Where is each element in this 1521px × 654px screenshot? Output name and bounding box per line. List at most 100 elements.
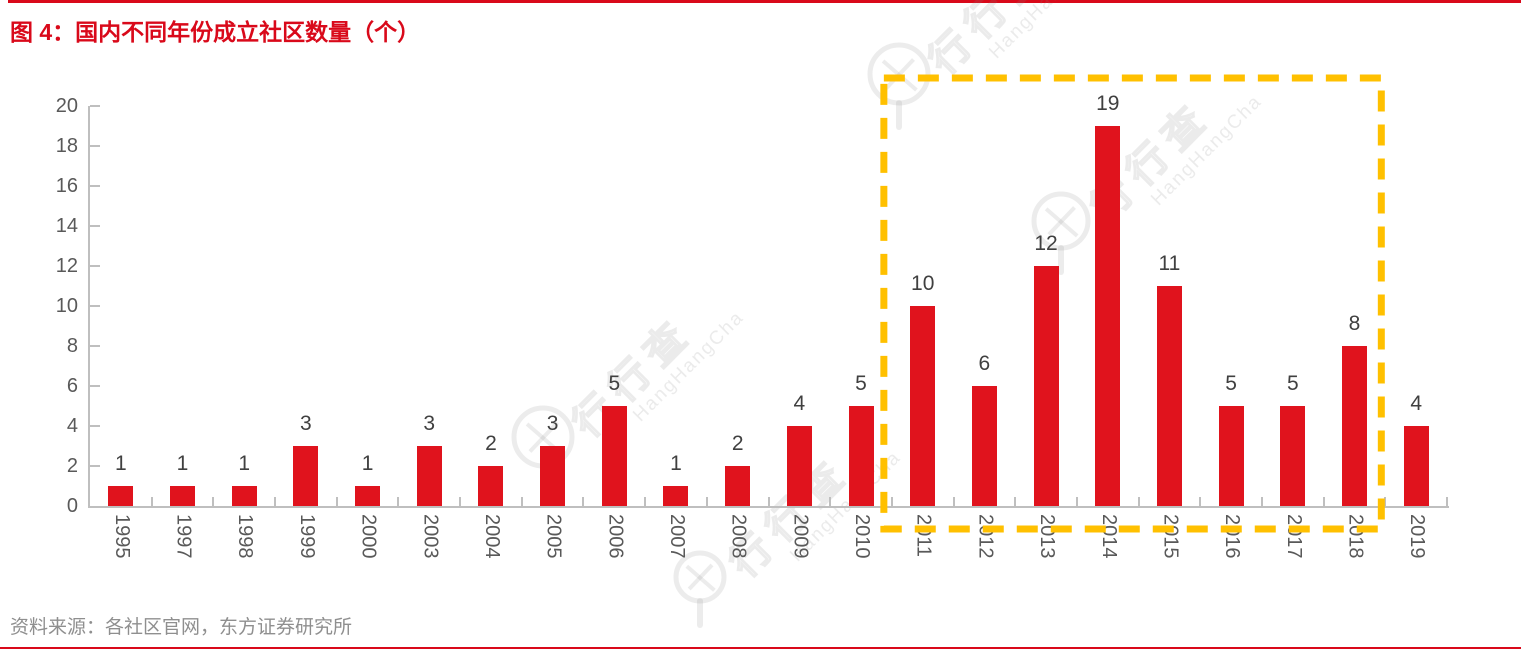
x-axis-label: 2000: [357, 514, 380, 559]
x-axis-tick: [1446, 497, 1448, 508]
bar-value-label: 19: [1096, 92, 1120, 115]
x-axis-label: 2003: [419, 514, 442, 559]
y-axis-label: 4: [66, 415, 78, 437]
x-axis-tick: [520, 497, 523, 508]
x-axis-tick: [705, 497, 708, 508]
y-axis-label: 0: [66, 495, 78, 517]
y-axis-tick: [90, 105, 100, 107]
x-axis-tick: [890, 497, 893, 508]
bar-value-label: 4: [1410, 392, 1422, 415]
x-axis-label: 2014: [1097, 514, 1120, 559]
bar-value-label: 2: [731, 432, 744, 455]
bottom-red-rule: [0, 647, 1521, 649]
bar: [478, 466, 504, 506]
top-red-rule: [8, 0, 1521, 3]
x-axis-label: 2009: [789, 514, 812, 559]
bar-value-label: 6: [978, 352, 991, 375]
bar: [540, 446, 566, 506]
y-axis-label: 10: [55, 295, 78, 317]
bar-value-label: 2: [485, 432, 497, 455]
y-axis-label: 6: [66, 375, 78, 397]
bar: [971, 386, 997, 506]
x-axis-label: 2017: [1282, 514, 1305, 559]
bar-value-label: 11: [1158, 252, 1181, 275]
bar-value-label: 3: [423, 412, 436, 435]
x-axis-tick: [952, 497, 955, 508]
x-axis-tick: [1014, 497, 1017, 508]
bar: [1341, 346, 1367, 506]
y-axis-label: 18: [55, 135, 78, 157]
bar: [108, 486, 134, 506]
bar-value-label: 1: [176, 452, 189, 475]
x-axis-tick: [397, 497, 400, 508]
chart-title: 图 4：国内不同年份成立社区数量（个）: [10, 19, 421, 45]
bar: [848, 406, 874, 506]
x-axis-label: 2011: [912, 514, 935, 558]
y-axis-tick: [90, 145, 100, 147]
x-axis-label: 2012: [974, 514, 997, 559]
x-axis-tick: [1075, 497, 1078, 508]
bar-value-label: 1: [361, 452, 374, 475]
bar: [1403, 426, 1429, 506]
bar: [416, 446, 442, 506]
bar-value-label: 5: [1225, 372, 1237, 395]
bar-value-label: 3: [300, 412, 312, 435]
x-axis-label: 2010: [851, 514, 874, 559]
x-axis-tick: [1137, 497, 1140, 508]
x-axis-label: 2018: [1344, 514, 1367, 559]
y-axis-tick: [90, 425, 100, 427]
x-axis-tick: [582, 497, 585, 508]
bar: [355, 486, 381, 506]
bar: [663, 486, 689, 506]
bar: [1033, 266, 1059, 506]
bar: [1156, 286, 1182, 506]
bar-value-label: 4: [793, 392, 806, 415]
bar: [601, 406, 627, 506]
y-axis-label: 12: [55, 255, 78, 277]
x-axis-tick: [1260, 497, 1263, 508]
x-axis-label: 1995: [110, 514, 133, 559]
y-axis-tick: [90, 265, 100, 267]
x-axis-label: 1999: [295, 514, 318, 559]
bar: [231, 486, 257, 506]
x-axis-tick: [1384, 497, 1387, 508]
hanghangcha-logo-icon: [867, 42, 931, 130]
bar-value-label: 8: [1348, 312, 1361, 335]
bar-value-label: 5: [855, 372, 867, 395]
x-axis-label: 2019: [1406, 514, 1429, 559]
x-axis-tick: [335, 497, 338, 508]
bar: [1218, 406, 1244, 506]
y-axis-label: 8: [66, 335, 78, 357]
y-axis-label: 16: [55, 175, 78, 197]
x-axis-label: 2016: [1221, 514, 1244, 559]
bar-value-label: 1: [114, 452, 127, 475]
bar: [725, 466, 751, 506]
y-axis-label: 14: [55, 215, 78, 237]
y-axis-tick: [90, 465, 100, 467]
bar-value-label: 5: [608, 372, 621, 395]
y-axis-tick: [90, 185, 100, 187]
x-axis-tick: [829, 497, 832, 508]
x-axis-tick: [150, 497, 153, 508]
y-axis-tick: [90, 385, 100, 387]
bar: [1095, 126, 1121, 506]
bar-value-label: 1: [238, 452, 251, 475]
x-axis-label: 1998: [234, 514, 257, 559]
x-axis-tick: [212, 497, 215, 508]
bar-value-label: 10: [911, 272, 935, 295]
x-axis-label: 2013: [1036, 514, 1059, 559]
x-axis-tick: [767, 497, 770, 508]
y-axis-label: 20: [55, 95, 78, 117]
x-axis-tick: [644, 497, 647, 508]
bar-value-label: 3: [546, 412, 559, 435]
watermark-text: 行行查 HangHangCha: [913, 0, 1105, 98]
x-axis-tick: [1322, 497, 1325, 508]
bar: [170, 486, 196, 506]
y-axis-tick: [90, 305, 100, 307]
bar: [293, 446, 319, 506]
y-axis-line: [88, 106, 90, 508]
y-axis-tick: [90, 345, 100, 347]
bar-value-label: 5: [1286, 372, 1299, 395]
x-axis-label: 2015: [1159, 514, 1182, 559]
